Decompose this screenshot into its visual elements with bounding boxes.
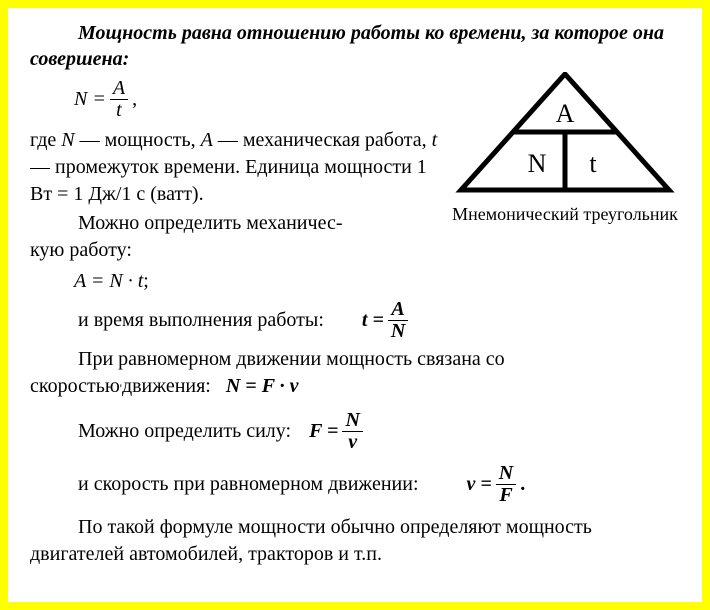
formula5-den: v [342,432,362,453]
formula5-lhs: F = [309,420,338,443]
formula4: N = F · v [226,375,299,397]
force-line: Можно определить силу: F = N v [30,410,680,453]
intro-paragraph: Мощность равна отношению работы ко време… [30,20,680,72]
force-text: Можно определить силу: [30,420,291,443]
formula1-num: A [110,78,128,100]
formula1-lhs: N = [74,88,106,111]
triangle-icon: A N t [455,72,675,198]
triangle-left-label: N [528,149,547,178]
formula6-den: F [496,485,516,506]
formula3-num: A [388,299,408,321]
formula-work: A = N · t; [74,270,680,293]
formula6-num: N [496,463,516,485]
formula5-num: N [342,410,362,432]
velocity-text: и скорость при равномерном движении: [30,473,419,496]
triangle-top-label: A [556,99,575,128]
triangle-right-label: t [589,149,597,178]
time-line: и время выполнения работы: t = A N [30,299,680,342]
mnemonic-triangle-figure: A N t Мнемонический треугольник [450,72,680,226]
document-page: Мощность равна отношению работы ко време… [8,8,702,602]
formula3-lhs: t = [362,309,384,332]
velocity-line: и скорость при равномерном движении: v =… [30,463,680,506]
triangle-caption: Мнемонический треугольник [450,204,680,226]
formula6-lhs: v = [467,473,492,496]
wrapped-section: A N t Мнемонический треугольник N = A t … [30,72,680,264]
formula1-den: t [110,100,128,121]
uniform-motion-para: При равномерном движении мощность связан… [30,346,680,400]
formula2: A = N · t [74,270,143,292]
formula3-den: N [388,321,408,342]
comma: , [132,88,137,111]
final-paragraph: По такой формуле мощности обычно определ… [30,514,680,568]
period: . [520,473,525,496]
time-text: и время выполнения работы: [30,309,324,332]
